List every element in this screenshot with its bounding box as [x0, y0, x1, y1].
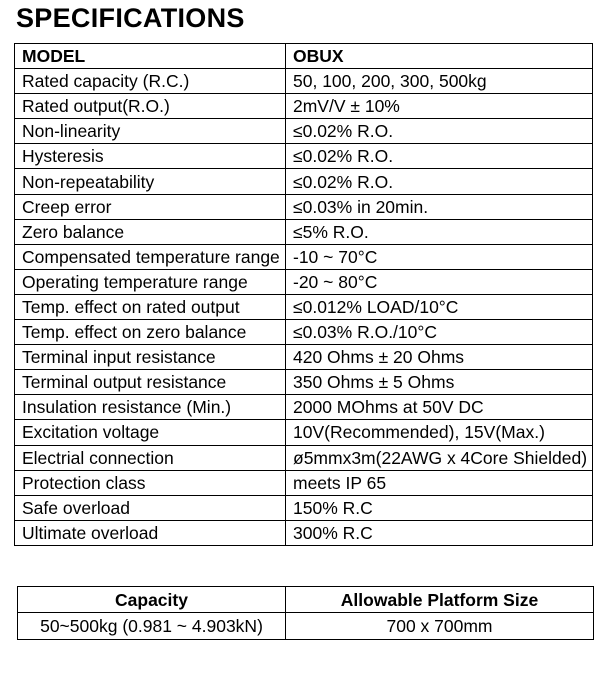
spec-row: Rated capacity (R.C.) 50, 100, 200, 300, …	[14, 68, 593, 95]
spec-row: Rated output(R.O.) 2mV/V ± 10%	[14, 93, 593, 120]
spec-value-cell: meets IP 65	[285, 469, 593, 496]
spec-row: Insulation resistance (Min.) 2000 MOhms a…	[14, 394, 593, 421]
spec-value-cell: ≤5% R.O.	[285, 218, 593, 245]
page-title: SPECIFICATIONS	[16, 3, 245, 33]
spec-row: Non-linearity ≤0.02% R.O.	[14, 118, 593, 145]
spec-label-cell: Insulation resistance (Min.)	[14, 394, 286, 421]
spec-label-cell: Temp. effect on zero balance	[14, 319, 286, 346]
spec-label-cell: Temp. effect on rated output	[14, 293, 286, 321]
spec-row: Hysteresis ≤0.02% R.O.	[14, 143, 593, 170]
capacity-column-header: Capacity	[17, 585, 286, 614]
spec-row: Creep error ≤0.03% in 20min.	[14, 193, 593, 220]
spec-value-cell: ≤0.012% LOAD/10°C	[285, 293, 593, 321]
spec-label-cell: Ultimate overload	[14, 519, 286, 546]
spec-value-cell: -20 ~ 80°C	[285, 268, 593, 295]
spec-value-cell: 150% R.C	[285, 494, 593, 521]
spec-value-cell: 2mV/V ± 10%	[285, 93, 593, 120]
spec-header-row: MODEL OBUX	[14, 42, 593, 70]
capacity-value-cell: 50~500kg (0.981 ~ 4.903kN)	[17, 612, 286, 640]
spec-row: Safe overload 150% R.C	[14, 494, 593, 521]
spec-value-cell: 50, 100, 200, 300, 500kg	[285, 68, 593, 95]
spec-row: Compensated temperature range -10 ~ 70°C	[14, 243, 593, 270]
platform-size-value-cell: 700 x 700mm	[285, 612, 594, 640]
model-column-header: MODEL	[14, 42, 286, 70]
spec-value-cell: 350 Ohms ± 5 Ohms	[285, 369, 593, 396]
spec-label-cell: Protection class	[14, 469, 286, 496]
spec-row: Terminal output resistance 350 Ohms ± 5 O…	[14, 369, 593, 396]
spec-row: Terminal input resistance 420 Ohms ± 20 O…	[14, 344, 593, 371]
spec-label-cell: Compensated temperature range	[14, 243, 286, 270]
spec-label-cell: Creep error	[14, 193, 286, 220]
spec-value-cell: 420 Ohms ± 20 Ohms	[285, 344, 593, 371]
capacity-table: Capacity Allowable Platform Size 50~500k…	[17, 585, 594, 640]
spec-row: Excitation voltage 10V(Recommended), 15V(…	[14, 419, 593, 446]
spec-value-cell: -10 ~ 70°C	[285, 243, 593, 270]
model-name-cell: OBUX	[285, 42, 593, 70]
spec-label-cell: Operating temperature range	[14, 268, 286, 295]
spec-label-cell: Safe overload	[14, 494, 286, 521]
spec-value-cell: 2000 MOhms at 50V DC	[285, 394, 593, 421]
spec-row: Temp. effect on zero balance ≤0.03% R.O./…	[14, 319, 593, 346]
capacity-header-row: Capacity Allowable Platform Size	[17, 585, 594, 614]
platform-size-column-header: Allowable Platform Size	[285, 585, 594, 614]
specifications-table: MODEL OBUX Rated capacity (R.C.) 50, 100,…	[14, 42, 593, 546]
spec-label-cell: Zero balance	[14, 218, 286, 245]
spec-label-cell: Hysteresis	[14, 143, 286, 170]
spec-row: Electrial connection ø5mmx3m(22AWG x 4Cor…	[14, 444, 593, 471]
spec-row: Protection class meets IP 65	[14, 469, 593, 496]
spec-row: Non-repeatability ≤0.02% R.O.	[14, 168, 593, 195]
spec-row: Temp. effect on rated output ≤0.012% LOAD…	[14, 293, 593, 321]
spec-value-cell: 10V(Recommended), 15V(Max.)	[285, 419, 593, 446]
spec-label-cell: Non-repeatability	[14, 168, 286, 195]
spec-row: Operating temperature range -20 ~ 80°C	[14, 268, 593, 295]
spec-value-cell: 300% R.C	[285, 519, 593, 546]
spec-label-cell: Terminal output resistance	[14, 369, 286, 396]
spec-label-cell: Non-linearity	[14, 118, 286, 145]
spec-value-cell: ø5mmx3m(22AWG x 4Core Shielded)	[285, 444, 593, 471]
spec-row: Ultimate overload 300% R.C	[14, 519, 593, 546]
spec-label-cell: Rated output(R.O.)	[14, 93, 286, 120]
spec-value-cell: ≤0.03% in 20min.	[285, 193, 593, 220]
spec-label-cell: Excitation voltage	[14, 419, 286, 446]
spec-value-cell: ≤0.02% R.O.	[285, 118, 593, 145]
spec-label-cell: Electrial connection	[14, 444, 286, 471]
spec-value-cell: ≤0.02% R.O.	[285, 143, 593, 170]
spec-value-cell: ≤0.03% R.O./10°C	[285, 319, 593, 346]
capacity-row: 50~500kg (0.981 ~ 4.903kN) 700 x 700mm	[17, 612, 594, 640]
spec-row: Zero balance ≤5% R.O.	[14, 218, 593, 245]
spec-label-cell: Rated capacity (R.C.)	[14, 68, 286, 95]
spec-label-cell: Terminal input resistance	[14, 344, 286, 371]
spec-value-cell: ≤0.02% R.O.	[285, 168, 593, 195]
